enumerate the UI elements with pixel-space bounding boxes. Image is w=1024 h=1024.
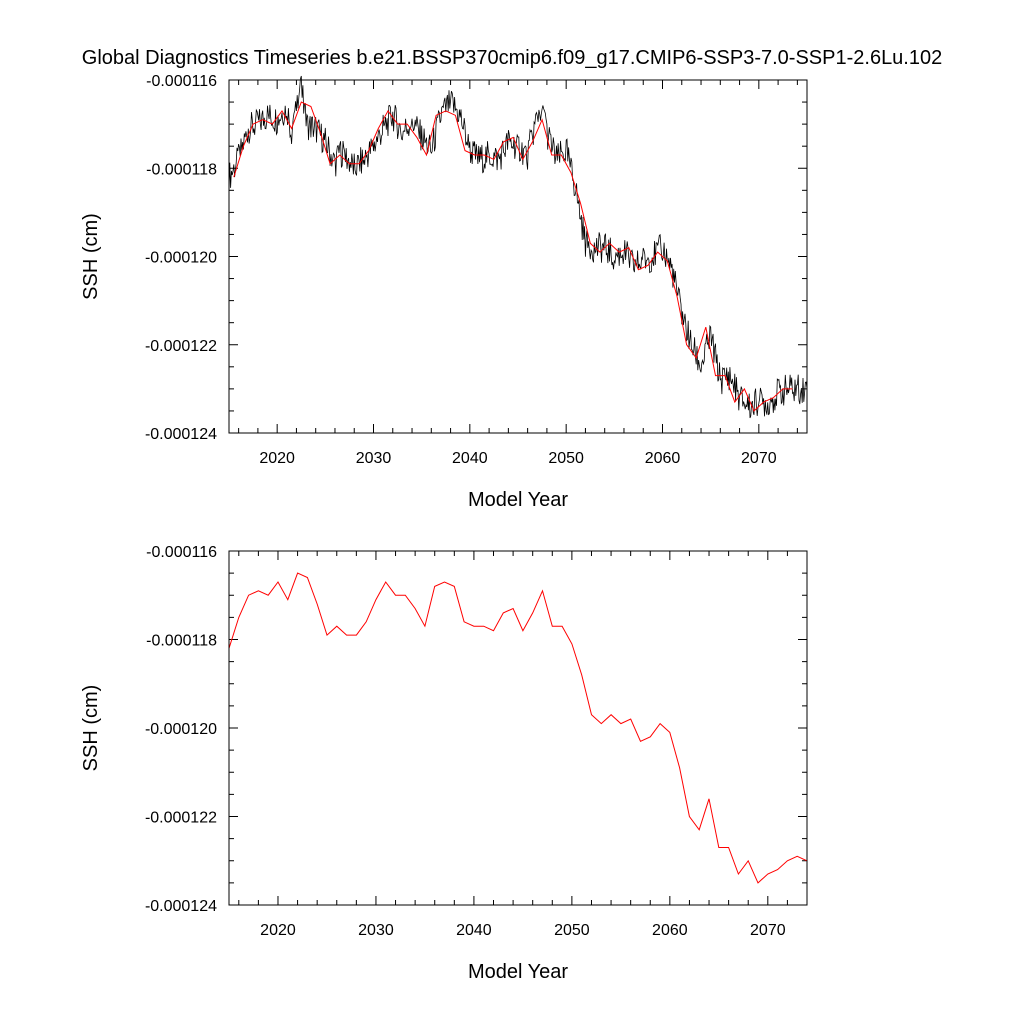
y-tick-label: -0.000120 xyxy=(145,721,217,738)
x-tick-label: 2070 xyxy=(750,922,786,939)
y-tick-label: -0.000116 xyxy=(146,544,217,561)
y-tick-label: -0.000116 xyxy=(146,73,217,90)
x-tick-label: 2030 xyxy=(356,450,392,467)
x-tick-label: 2020 xyxy=(259,450,295,467)
bottom-tick-marks xyxy=(229,550,808,906)
annual-series-line xyxy=(228,572,808,884)
y-tick-label: -0.000122 xyxy=(145,338,217,355)
top-panel: -0.000116 -0.000118 -0.000120 -0.000122 -0.0… xyxy=(80,73,808,511)
x-tick-label: 2040 xyxy=(452,450,488,467)
y-tick-label: -0.000124 xyxy=(145,898,217,915)
bottom-y-axis-label: SSH (cm) xyxy=(80,685,102,772)
x-tick-label: 2060 xyxy=(652,922,688,939)
y-tick-label: -0.000120 xyxy=(145,250,217,267)
x-tick-label: 2030 xyxy=(358,922,394,939)
y-tick-label: -0.000118 xyxy=(146,161,217,178)
x-tick-label: 2060 xyxy=(645,450,681,467)
x-tick-label: 2020 xyxy=(260,922,296,939)
y-tick-label: -0.000118 xyxy=(146,633,217,650)
figure-title: Global Diagnostics Timeseries b.e21.BSSP… xyxy=(82,47,942,69)
y-tick-label: -0.000122 xyxy=(145,810,217,827)
bottom-series xyxy=(228,572,808,884)
bottom-x-tick-labels: 2020 2030 2040 2050 2060 2070 xyxy=(260,922,786,939)
bottom-panel: -0.000116 -0.000118 -0.000120 -0.000122 -0.0… xyxy=(80,544,808,983)
top-series xyxy=(228,75,808,419)
top-y-tick-labels: -0.000116 -0.000118 -0.000120 -0.000122 -0.0… xyxy=(145,73,217,443)
annual-series-line xyxy=(233,101,793,412)
top-plot-frame xyxy=(228,79,808,434)
x-tick-label: 2040 xyxy=(456,922,492,939)
x-tick-label: 2050 xyxy=(554,922,590,939)
x-tick-label: 2050 xyxy=(548,450,584,467)
top-x-tick-labels: 2020 2030 2040 2050 2060 2070 xyxy=(259,450,776,467)
y-tick-label: -0.000124 xyxy=(145,426,217,443)
top-x-axis-label: Model Year xyxy=(468,489,568,511)
top-y-axis-label: SSH (cm) xyxy=(80,213,102,300)
bottom-plot-frame xyxy=(228,550,808,906)
monthly-series-line xyxy=(228,75,808,419)
bottom-x-axis-label: Model Year xyxy=(468,961,568,983)
bottom-y-tick-labels: -0.000116 -0.000118 -0.000120 -0.000122 -0.0… xyxy=(145,544,217,915)
x-tick-label: 2070 xyxy=(741,450,777,467)
